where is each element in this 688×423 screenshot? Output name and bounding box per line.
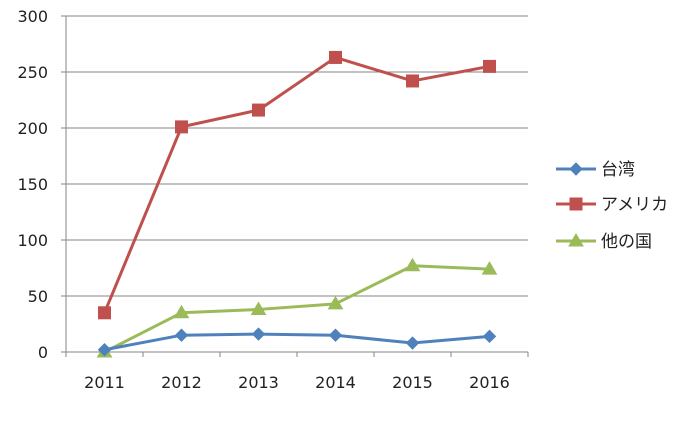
x-tick-label: 2012 xyxy=(161,373,202,392)
data-point xyxy=(483,59,496,73)
data-point xyxy=(328,328,343,342)
x-tick-label: 2016 xyxy=(469,373,510,392)
data-point xyxy=(251,327,266,341)
data-point xyxy=(97,343,112,357)
x-tick-label: 2013 xyxy=(238,373,279,392)
legend-marker xyxy=(568,233,584,247)
y-tick-label: 250 xyxy=(17,63,48,82)
series-layer xyxy=(96,50,498,358)
data-point xyxy=(405,336,420,350)
legend-item: 他の国 xyxy=(556,232,652,252)
data-point xyxy=(252,103,265,117)
y-tick-label: 0 xyxy=(38,343,48,362)
data-point xyxy=(174,328,189,342)
y-axis-ticks: 0 50 100 150 200 250 300 xyxy=(17,7,66,362)
y-tick-label: 100 xyxy=(17,231,48,250)
x-axis-ticks: 2011 2012 2013 2014 2015 2016 xyxy=(65,352,529,392)
data-point xyxy=(250,301,267,315)
x-tick-label: 2014 xyxy=(315,373,356,392)
data-point xyxy=(406,74,419,88)
legend-label: アメリカ xyxy=(601,195,668,215)
data-point xyxy=(481,261,498,275)
data-point xyxy=(329,50,342,64)
series-line xyxy=(104,332,490,352)
x-tick-label: 2015 xyxy=(392,373,433,392)
data-point xyxy=(98,306,111,320)
legend-item: アメリカ xyxy=(556,195,668,215)
data-point xyxy=(482,329,497,344)
legend-marker xyxy=(569,162,583,176)
y-tick-label: 200 xyxy=(17,119,48,138)
legend-label: 他の国 xyxy=(601,232,652,252)
series-1 xyxy=(97,327,497,357)
x-tick-label: 2011 xyxy=(84,373,125,392)
data-point xyxy=(327,295,344,310)
legend-item: 台湾 xyxy=(556,160,635,180)
data-point xyxy=(173,304,190,319)
y-tick-label: 150 xyxy=(17,175,48,194)
y-tick-label: 300 xyxy=(17,7,48,26)
series-line xyxy=(103,55,490,314)
gridlines xyxy=(66,15,528,297)
y-tick-label: 50 xyxy=(28,287,48,306)
data-point xyxy=(404,257,421,272)
data-point xyxy=(175,120,188,134)
series-line xyxy=(103,264,490,354)
legend-label: 台湾 xyxy=(601,160,635,180)
legend-marker xyxy=(569,197,583,211)
series-2 xyxy=(98,50,496,320)
